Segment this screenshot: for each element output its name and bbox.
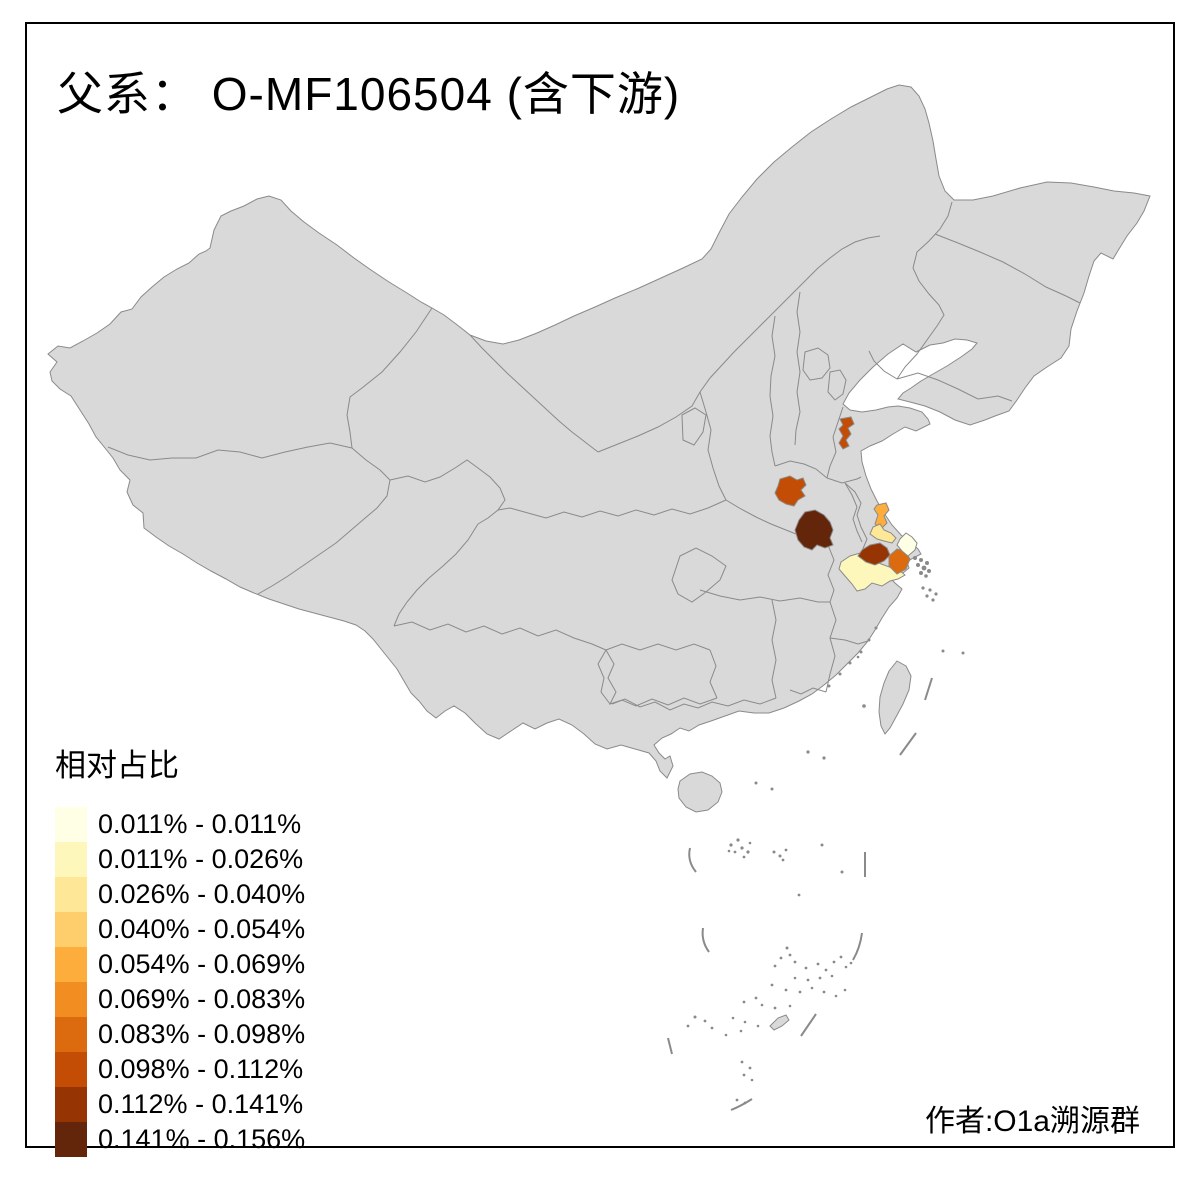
legend: 相对占比 0.011% - 0.011% 0.011% - 0.026% 0.0…: [55, 740, 305, 1157]
legend-title: 相对占比: [55, 748, 179, 783]
choropleth-regions: [774, 416, 918, 592]
legend-swatch: [55, 1017, 87, 1052]
legend-row: 0.141% - 0.156%: [55, 1122, 305, 1157]
legend-row: 0.011% - 0.011%: [55, 807, 305, 842]
region-wuxi-suzhou: [888, 548, 911, 575]
region-jiangsu-central-strip: [873, 502, 890, 530]
region-nantong: [896, 532, 918, 557]
region-shandong-central: [838, 416, 855, 450]
legend-label: 0.011% - 0.026%: [98, 844, 304, 874]
south-sea-islet: [769, 1014, 790, 1031]
legend-row: 0.083% - 0.098%: [55, 1017, 305, 1052]
region-zhenjiang-changzhou: [857, 542, 891, 566]
legend-label: 0.098% - 0.112%: [98, 1054, 304, 1084]
region-henan-southwest-dark: [794, 509, 834, 551]
author-credit: 作者:O1a溯源群: [924, 1105, 1140, 1138]
legend-row: 0.011% - 0.026%: [55, 842, 305, 877]
taiwan-island: [878, 660, 912, 735]
legend-row: 0.069% - 0.083%: [55, 982, 305, 1017]
sea-boundary-dashes: [667, 677, 933, 1111]
figure-border: [25, 22, 1175, 1148]
china-mainland-outline: [47, 84, 1151, 779]
hainan-island: [677, 771, 723, 813]
legend-label: 0.069% - 0.083%: [98, 984, 306, 1014]
legend-label: 0.054% - 0.069%: [98, 949, 306, 979]
legend-swatch: [55, 1087, 87, 1122]
region-henan-west: [774, 475, 807, 507]
legend-swatch: [55, 1052, 87, 1087]
legend-rows: 0.011% - 0.011% 0.011% - 0.026% 0.026% -…: [55, 807, 305, 1157]
legend-swatch: [55, 1122, 87, 1157]
legend-swatch: [55, 947, 87, 982]
legend-swatch: [55, 982, 87, 1017]
legend-label: 0.141% - 0.156%: [98, 1124, 306, 1154]
legend-row: 0.026% - 0.040%: [55, 877, 305, 912]
legend-label: 0.011% - 0.011%: [98, 809, 302, 839]
legend-label: 0.112% - 0.141%: [98, 1089, 304, 1119]
legend-row: 0.054% - 0.069%: [55, 947, 305, 982]
legend-row: 0.040% - 0.054%: [55, 912, 305, 947]
legend-row: 0.098% - 0.112%: [55, 1052, 305, 1087]
map-title: 父系： O-MF106504 (含下游): [57, 68, 681, 120]
legend-label: 0.083% - 0.098%: [98, 1019, 306, 1049]
legend-row: 0.112% - 0.141%: [55, 1087, 305, 1122]
legend-swatch: [55, 912, 87, 947]
legend-swatch: [55, 842, 87, 877]
legend-swatch: [55, 877, 87, 912]
legend-label: 0.026% - 0.040%: [98, 879, 306, 909]
legend-swatch: [55, 807, 87, 842]
legend-label: 0.040% - 0.054%: [98, 914, 306, 944]
region-yangzhou-hook: [869, 523, 897, 544]
island-specks: [686, 556, 965, 1105]
